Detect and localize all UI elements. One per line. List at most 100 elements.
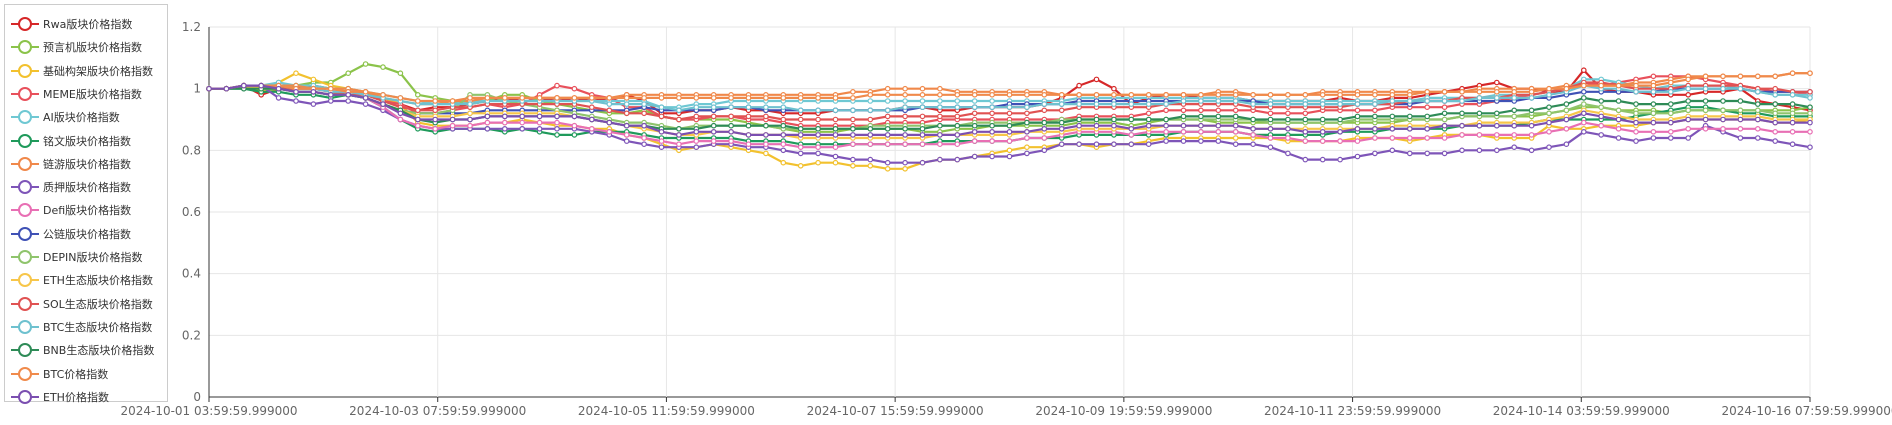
- legend-item[interactable]: 铭文版块价格指数: [11, 131, 131, 151]
- legend-swatch-icon: [11, 63, 39, 78]
- data-point: [1685, 135, 1692, 141]
- legend-item[interactable]: Rwa版块价格指数: [11, 14, 132, 34]
- legend-label: 铭文版块价格指数: [43, 134, 131, 148]
- data-point: [1807, 144, 1813, 151]
- data-point: [1650, 129, 1657, 135]
- legend-swatch-icon: [11, 343, 39, 358]
- data-point: [937, 92, 943, 98]
- data-point: [1668, 119, 1674, 126]
- data-point: [380, 64, 386, 70]
- data-point: [241, 82, 247, 89]
- data-point: [1494, 95, 1500, 101]
- legend-item[interactable]: ETH生态版块价格指数: [11, 270, 153, 290]
- data-point: [1024, 119, 1030, 126]
- legend-label: 预言机版块价格指数: [43, 41, 142, 55]
- legend-item[interactable]: 预言机版块价格指数: [11, 37, 142, 57]
- data-point: [1755, 135, 1761, 141]
- data-point: [745, 141, 752, 148]
- data-point: [1650, 73, 1657, 80]
- data-point: [467, 101, 473, 107]
- data-point: [1267, 144, 1274, 151]
- data-point: [1581, 119, 1587, 126]
- data-point: [1302, 92, 1309, 98]
- legend-item[interactable]: AI版块价格指数: [11, 107, 120, 127]
- data-point: [1285, 135, 1291, 141]
- data-point: [1720, 126, 1726, 132]
- data-point: [989, 138, 995, 144]
- legend-item[interactable]: DEPIN版块价格指数: [11, 247, 143, 267]
- legend-item[interactable]: BTC价格指数: [11, 364, 108, 384]
- legend-label: DEPIN版块价格指数: [43, 251, 143, 264]
- data-point: [1494, 110, 1500, 117]
- data-point: [1441, 98, 1448, 104]
- legend-item[interactable]: SOL生态版块价格指数: [11, 294, 153, 314]
- data-point: [1720, 116, 1726, 123]
- data-point: [1372, 135, 1378, 141]
- chart-series: [206, 61, 1813, 172]
- data-point: [1006, 92, 1013, 98]
- data-point: [797, 150, 804, 157]
- data-point: [1563, 85, 1570, 92]
- data-point: [484, 95, 491, 101]
- legend-label: Rwa版块价格指数: [43, 18, 133, 31]
- data-point: [693, 95, 700, 101]
- data-point: [1755, 107, 1761, 114]
- data-point: [867, 156, 874, 163]
- data-point: [1163, 122, 1169, 129]
- legend-item[interactable]: 基础构架版块价格指数: [11, 61, 153, 81]
- data-point: [971, 153, 978, 160]
- data-point: [902, 159, 908, 166]
- data-point: [1111, 101, 1117, 107]
- data-point: [1041, 135, 1048, 141]
- data-point: [763, 122, 769, 129]
- legend-item[interactable]: BTC生态版块价格指数: [11, 317, 152, 337]
- data-point: [571, 113, 578, 120]
- data-point: [327, 85, 334, 92]
- legend-label: SOL生态版块价格指数: [43, 297, 153, 311]
- data-point: [1215, 107, 1222, 114]
- data-point: [1198, 113, 1204, 120]
- data-point: [293, 70, 299, 77]
- data-point: [1006, 138, 1013, 144]
- data-point: [919, 159, 926, 166]
- data-point: [1528, 95, 1535, 101]
- legend-item[interactable]: BNB生态版块价格指数: [11, 340, 154, 360]
- data-point: [1041, 101, 1048, 107]
- legend-item[interactable]: 质押版块价格指数: [11, 177, 131, 197]
- data-point: [1180, 92, 1187, 98]
- data-point: [1546, 129, 1552, 135]
- data-point: [710, 95, 717, 101]
- data-point: [780, 132, 787, 138]
- data-point: [1772, 73, 1779, 80]
- data-point: [554, 126, 560, 132]
- data-point: [1720, 107, 1726, 114]
- data-point: [536, 126, 543, 132]
- legend-item[interactable]: Defi版块价格指数: [11, 200, 131, 220]
- legend-item[interactable]: 公链版块价格指数: [11, 224, 131, 244]
- data-point: [1685, 98, 1692, 104]
- data-point: [1389, 92, 1396, 98]
- data-point: [884, 98, 891, 104]
- data-point: [728, 122, 734, 129]
- legend-item[interactable]: 链游版块价格指数: [11, 154, 131, 174]
- data-point: [850, 116, 856, 123]
- data-point: [1702, 85, 1709, 92]
- y-tick-label: 0.4: [182, 267, 201, 281]
- data-point: [1389, 126, 1396, 132]
- series-15: [206, 70, 1813, 104]
- data-point: [954, 156, 961, 163]
- data-point: [763, 132, 769, 138]
- data-point: [1041, 107, 1048, 114]
- data-point: [1407, 135, 1413, 141]
- legend-item[interactable]: MEME版块价格指数: [11, 84, 142, 104]
- data-point: [1250, 141, 1256, 148]
- data-point: [1337, 156, 1343, 163]
- data-point: [797, 132, 804, 138]
- data-point: [797, 107, 804, 114]
- data-point: [815, 126, 821, 132]
- legend-item[interactable]: ETH价格指数: [11, 387, 109, 407]
- data-point: [501, 126, 508, 132]
- data-point: [1459, 122, 1465, 129]
- data-point: [1285, 116, 1291, 123]
- data-point: [1581, 82, 1587, 89]
